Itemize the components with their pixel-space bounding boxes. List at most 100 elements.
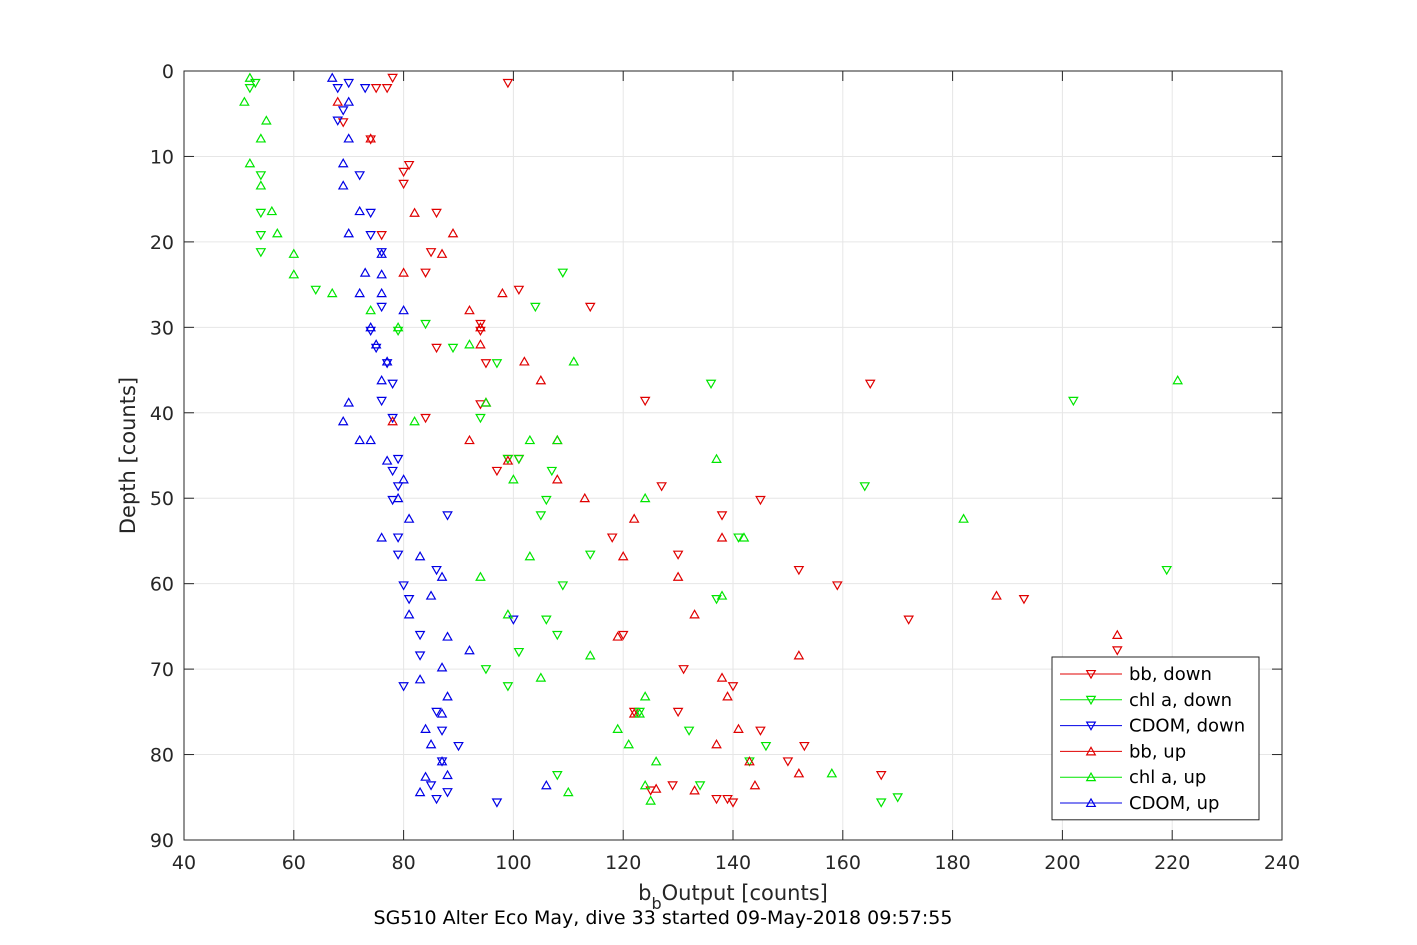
marker-chl-a-down [255,231,267,241]
marker-bb-down [864,379,876,390]
marker-cdom-up [392,492,404,503]
marker-chl-a-down [310,285,322,296]
marker-chl-a-up [480,397,492,407]
marker-chl-a-up [716,590,728,600]
marker-bb-up [535,375,547,385]
marker-bb-up [464,434,475,445]
marker-cdom-down [453,741,464,752]
marker-cdom-up [420,723,431,733]
marker-cdom-up [420,771,431,781]
marker-chl-a-up [392,322,404,332]
marker-bb-up [650,783,662,793]
marker-chl-a-up [271,228,283,238]
marker-cdom-down [398,581,409,591]
marker-chl-a-up [584,650,596,660]
marker-bb-down [365,135,376,145]
marker-cdom-up [359,267,371,277]
marker-cdom-up [370,339,382,349]
marker-chl-a-up [365,304,376,315]
marker-chl-a-down [491,359,503,369]
marker-chl-a-up [551,434,563,445]
marker-chl-a-up [239,96,250,106]
marker-cdom-down [332,116,344,126]
y-tick-label: 70 [150,659,174,681]
marker-cdom-down [392,482,404,492]
marker-chl-a-down [502,682,514,692]
marker-bb-up [711,739,722,749]
marker-cdom-up [436,662,448,672]
marker-cdom-up [464,645,475,655]
marker-cdom-up [381,455,393,465]
marker-bb-down [711,794,722,805]
marker-cdom-down [387,466,398,477]
marker-cdom-up [365,322,376,332]
x-tick-label: 100 [495,852,531,874]
x-tick-label: 60 [282,852,306,874]
marker-bb-down [387,73,398,84]
marker-chl-a-up [639,492,651,503]
marker-chl-a-down [447,343,459,354]
marker-bb-down [617,630,629,641]
marker-cdom-down [491,798,503,808]
marker-bb-down [1111,646,1123,656]
legend-label-bb-up: bb, up [1129,741,1186,762]
marker-bb-down [431,343,442,354]
marker-cdom-up [343,397,355,407]
marker-chl-a-down [1068,396,1079,407]
marker-chl-a-up [244,157,256,168]
marker-chl-a-down [541,495,552,506]
marker-bb-down [831,581,843,591]
marker-bb-up [332,96,344,106]
marker-cdom-down [376,302,387,313]
marker-bb-down [480,359,492,369]
marker-cdom-up [376,248,387,258]
marker-bb-up [365,133,376,143]
marker-bb-down [755,495,766,506]
marker-cdom-up [436,708,448,718]
marker-cdom-down [365,208,376,219]
marker-cdom-up [343,228,355,238]
marker-chl-a-down [255,171,267,181]
marker-chl-a-up [508,474,519,484]
marker-cdom-up [442,631,453,641]
marker-cdom-up [398,304,409,315]
marker-chl-a-down [694,781,706,791]
marker-chl-a-down [875,798,887,808]
x-tick-label: 200 [1044,852,1080,874]
marker-bb-up [749,780,761,790]
marker-cdom-down [392,550,404,560]
marker-chl-a-down [584,550,596,560]
marker-cdom-down [425,781,437,791]
marker-cdom-up [403,513,415,523]
marker-cdom-down [508,615,519,625]
marker-cdom-up [414,551,426,561]
marker-chl-a-up [1172,375,1184,385]
marker-chl-a-down [551,630,563,641]
marker-cdom-up [354,205,366,216]
marker-cdom-down [359,84,371,94]
legend-marker-chl-a-down [1085,695,1097,706]
marker-chl-a-up [288,248,300,258]
marker-cdom-down [337,106,349,116]
legend-label-cdom-down: CDOM, down [1129,716,1245,737]
marker-cdom-up [343,133,355,143]
marker-bb-down [370,84,382,94]
marker-bb-down [420,413,431,424]
marker-bb-down [799,741,810,752]
marker-cdom-up [436,756,448,766]
x-tick-label: 220 [1154,852,1190,874]
x-tick-label: 160 [825,852,861,874]
marker-chl-a-up [645,795,656,805]
marker-chl-a-down [480,665,492,675]
marker-cdom-up [354,434,366,445]
marker-cdom-down [381,359,393,369]
chart-caption: SG510 Alter Eco May, dive 33 started 09-… [374,907,953,929]
marker-bb-down [584,302,596,313]
marker-bb-down [727,682,739,692]
marker-chl-a-down [892,793,904,803]
marker-bb-down [403,160,415,171]
marker-bb-down [337,118,349,128]
marker-chl-a-down [733,533,744,543]
marker-bb-down [672,707,684,718]
marker-cdom-up [425,590,437,600]
